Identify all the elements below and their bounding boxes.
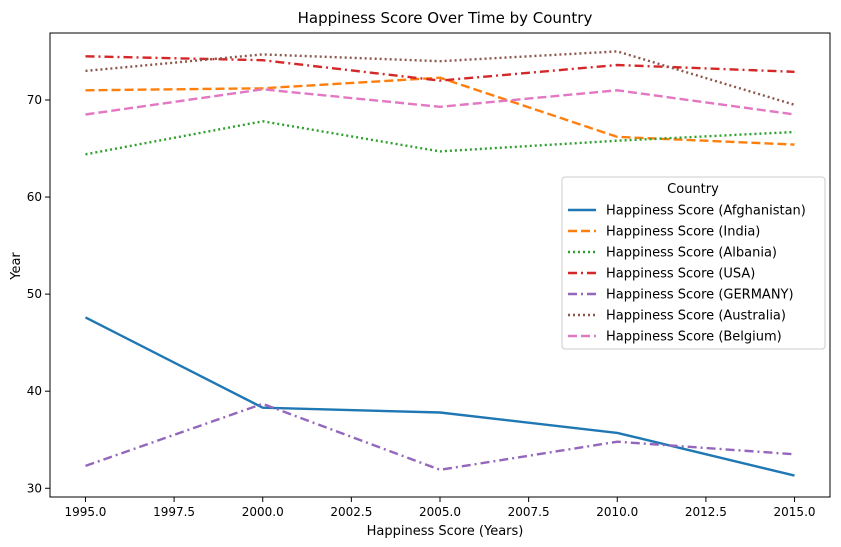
x-tick-label: 2007.5 bbox=[508, 505, 550, 519]
y-tick-label: 30 bbox=[27, 481, 42, 495]
x-tick-label: 2002.5 bbox=[330, 505, 372, 519]
legend-box bbox=[561, 176, 826, 350]
y-axis: 30 40 50 60 70 bbox=[27, 93, 50, 495]
series-line-6 bbox=[85, 50, 795, 106]
plot-area bbox=[49, 32, 831, 498]
y-tick-label: 40 bbox=[27, 384, 42, 398]
legend-label: Happiness Score (Australia) bbox=[606, 309, 786, 324]
legend-label: Happiness Score (Afghanistan) bbox=[606, 204, 806, 219]
series-line-7 bbox=[85, 88, 795, 116]
legend-items: Happiness Score (Afghanistan) Happiness S… bbox=[568, 204, 806, 345]
x-tick-label: 2012.5 bbox=[685, 505, 727, 519]
legend-label: Happiness Score (Belgium) bbox=[606, 330, 782, 345]
y-tick-label: 50 bbox=[27, 287, 42, 301]
x-axis: 1995.0 1997.5 2000.0 2002.5 2005.0 2007.5 2010… bbox=[64, 497, 816, 519]
series-line-1 bbox=[84, 316, 795, 477]
x-tick-label: 2015.0 bbox=[774, 505, 816, 519]
y-tick-label: 60 bbox=[27, 190, 42, 204]
series-line-3 bbox=[85, 120, 795, 156]
x-tick-label: 1997.5 bbox=[153, 505, 195, 519]
series-line-2 bbox=[85, 76, 795, 146]
legend-label: Happiness Score (India) bbox=[606, 225, 760, 240]
x-tick-label: 2005.0 bbox=[419, 505, 461, 519]
x-tick-label: 2000.0 bbox=[242, 505, 284, 519]
y-tick-label: 70 bbox=[27, 93, 42, 107]
series-line-4 bbox=[85, 55, 795, 82]
x-axis-label: Happiness Score (Years) bbox=[367, 524, 524, 539]
x-tick-label: 1995.0 bbox=[64, 505, 106, 519]
legend-title: Country bbox=[667, 182, 719, 197]
chart-title: Happiness Score Over Time by Country bbox=[298, 9, 593, 27]
legend-label: Happiness Score (GERMANY) bbox=[606, 288, 794, 303]
x-tick-label: 2010.0 bbox=[596, 505, 638, 519]
legend-label: Happiness Score (USA) bbox=[606, 267, 755, 282]
legend: Country Happiness Score (Afghanistan)Hap… bbox=[561, 176, 826, 350]
series-line-5 bbox=[85, 402, 795, 471]
y-axis-label: Year bbox=[9, 252, 24, 281]
legend-label: Happiness Score (Albania) bbox=[606, 246, 777, 261]
